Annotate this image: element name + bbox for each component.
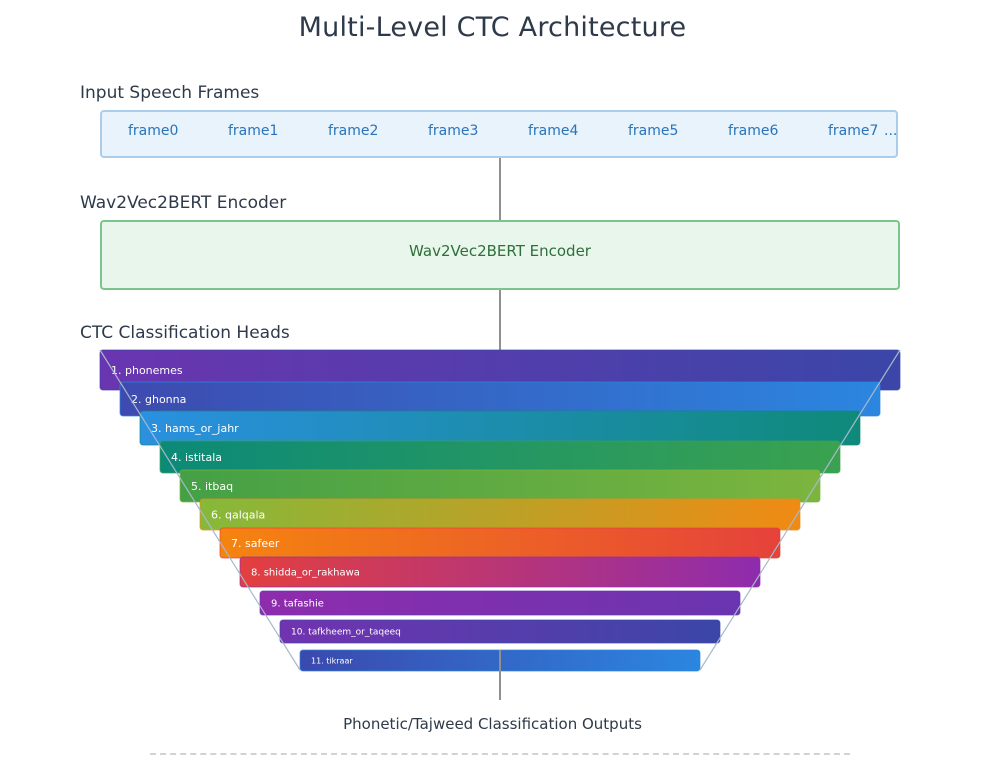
frame-item: frame4	[528, 123, 579, 139]
head-label: 2. ghonna	[131, 393, 186, 406]
head-label: 11. tikraar	[311, 656, 353, 665]
head-bar	[259, 590, 741, 616]
head-label: 6. qalqala	[211, 508, 265, 521]
head-bar	[159, 440, 841, 474]
input-frames-label: Input Speech Frames	[80, 83, 260, 103]
head-label: 1. phonemes	[111, 364, 183, 377]
frame-item: frame7	[828, 123, 879, 139]
head-bar	[179, 469, 821, 503]
frame-item: frame1	[228, 123, 279, 139]
divider	[150, 753, 850, 755]
outputs-label: Phonetic/Tajweed Classification Outputs	[343, 715, 642, 733]
head-bar	[199, 498, 801, 531]
head-label: 8. shidda_or_rakhawa	[251, 568, 360, 579]
head-bar	[139, 410, 861, 446]
frame-item: frame6	[728, 123, 779, 139]
head-label: 5. itbaq	[191, 480, 233, 493]
head-label: 7. safeer	[231, 537, 280, 550]
connector-line	[499, 158, 501, 220]
funnel-edge	[99, 349, 301, 671]
head-bar	[279, 619, 721, 644]
encoder-box-text: Wav2Vec2BERT Encoder	[409, 242, 591, 260]
frame-item: frame2	[328, 123, 379, 139]
input-frames-box: frame0 frame1 frame2 frame3 frame4 frame…	[100, 110, 898, 158]
head-label: 3. hams_or_jahr	[151, 422, 239, 435]
encoder-box: Wav2Vec2BERT Encoder	[100, 220, 900, 290]
diagram-title: Multi-Level CTC Architecture	[298, 12, 687, 43]
frames-ellipsis: ...	[884, 123, 898, 139]
frame-item: frame0	[128, 123, 179, 139]
head-bar	[219, 527, 781, 559]
head-label: 10. tafkheem_or_taqeeq	[291, 628, 401, 638]
heads-label: CTC Classification Heads	[80, 323, 290, 343]
encoder-label: Wav2Vec2BERT Encoder	[80, 193, 287, 213]
connector-line	[499, 290, 501, 350]
funnel-edge	[699, 349, 901, 671]
head-label: 9. tafashie	[271, 599, 324, 610]
head-label: 4. istitala	[171, 451, 222, 464]
head-bar	[239, 556, 761, 588]
frame-item: frame3	[428, 123, 479, 139]
frame-item: frame5	[628, 123, 679, 139]
